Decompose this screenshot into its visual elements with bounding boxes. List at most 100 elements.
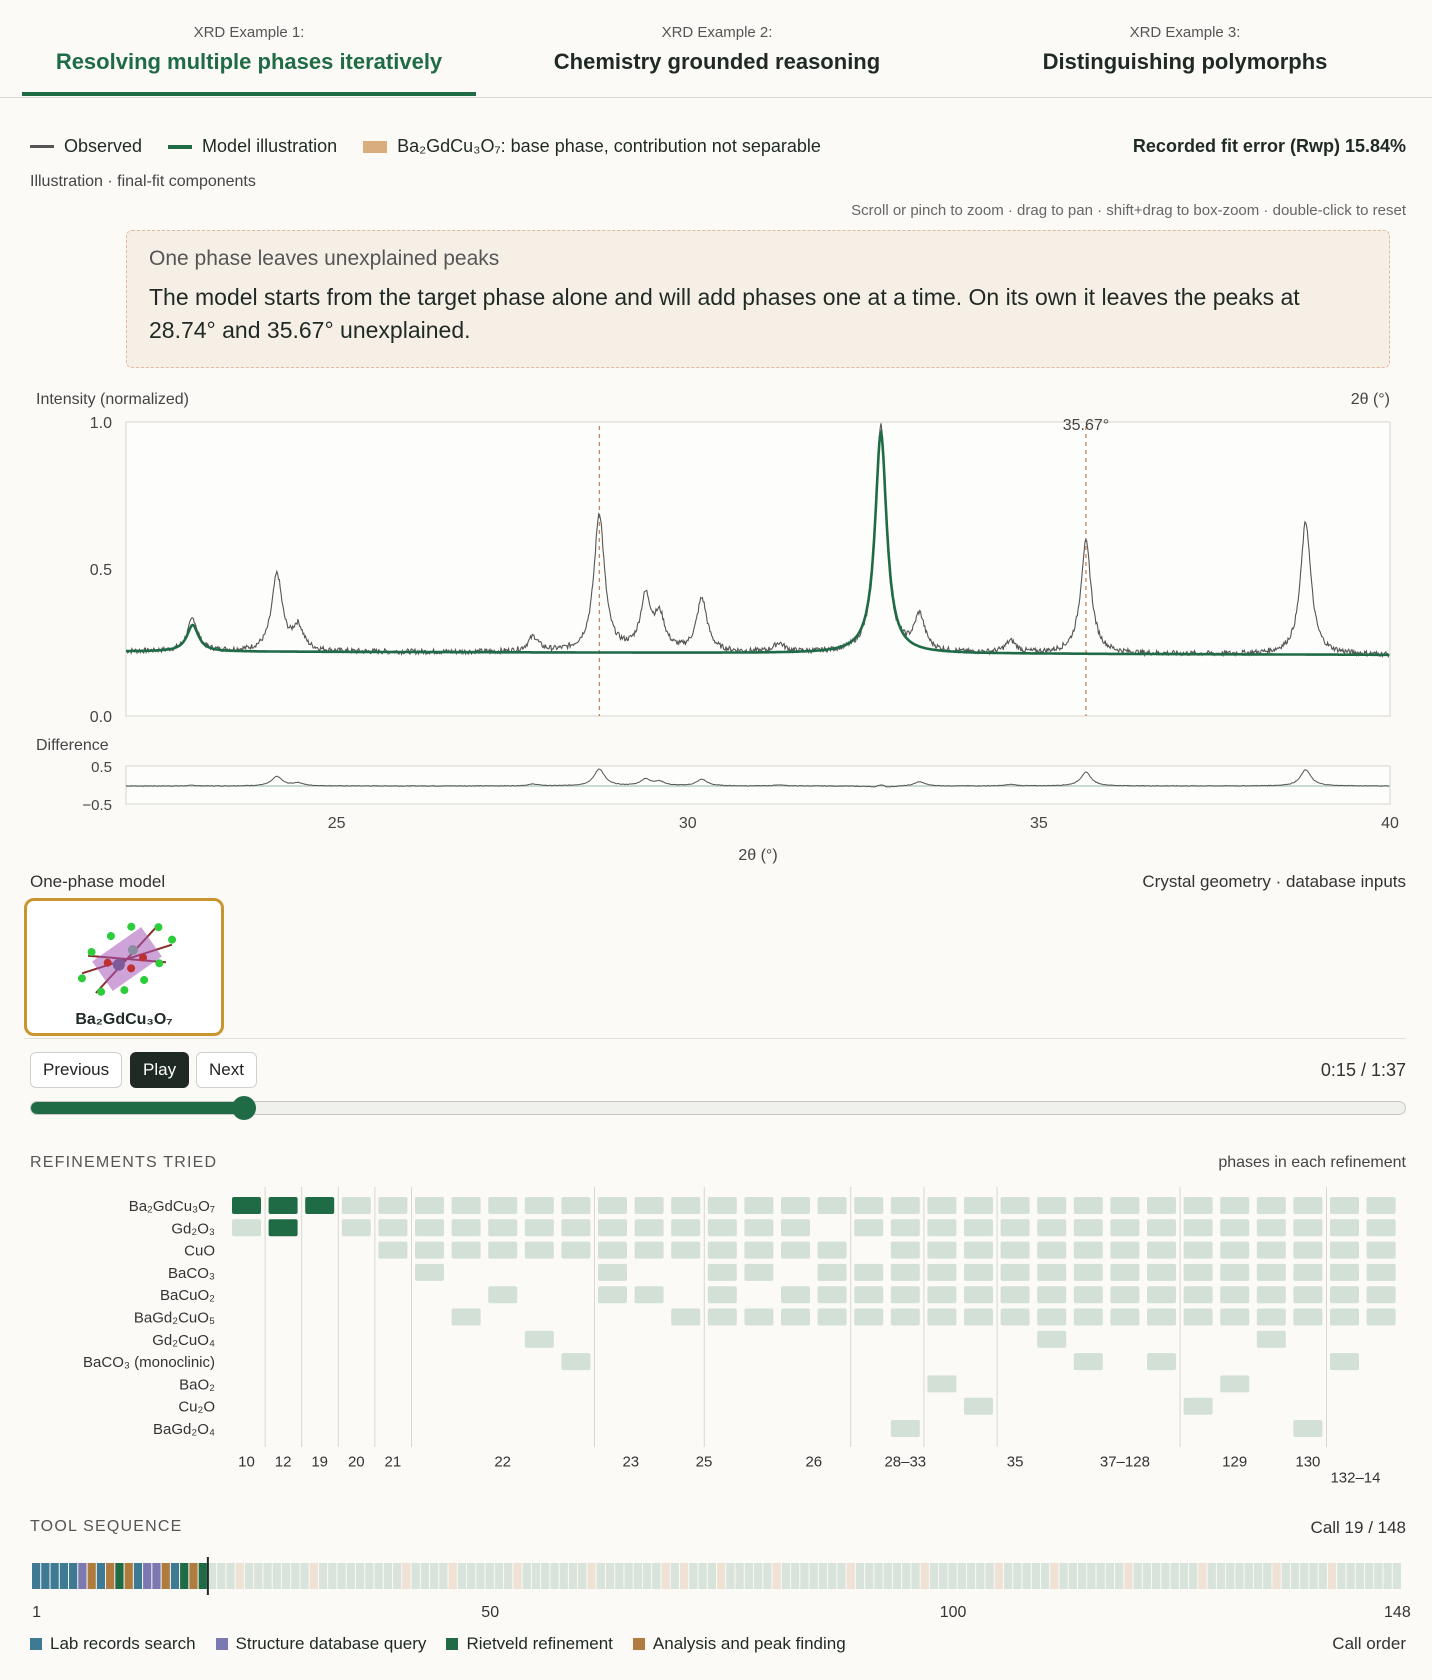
crystal-geometry-label: Crystal geometry · database inputs	[1142, 872, 1406, 891]
tool-call-cell	[1207, 1563, 1216, 1589]
refinement-cell	[1110, 1286, 1140, 1304]
previous-button[interactable]: Previous	[30, 1052, 123, 1088]
refinement-cell	[451, 1308, 481, 1326]
callout-body: The model starts from the target phase a…	[149, 284, 1300, 343]
tool-call-cell	[161, 1563, 170, 1589]
tool-call-cell	[1050, 1563, 1059, 1589]
refinement-cell	[890, 1241, 920, 1259]
refinement-cell	[378, 1197, 408, 1214]
refinement-cell	[1183, 1219, 1213, 1237]
refinement-cell	[854, 1308, 884, 1326]
analysis-swatch	[632, 1638, 645, 1650]
tool-call-cell	[1040, 1563, 1050, 1589]
refinement-group-label: 25	[696, 1453, 713, 1470]
active-refinement-cell	[305, 1197, 335, 1214]
tool-call-cell	[318, 1563, 328, 1589]
x-tick-label: 30	[679, 815, 697, 832]
refinement-cell	[1073, 1286, 1103, 1304]
legend-observed: Observed	[30, 136, 142, 157]
chart-subtitle: Illustration · final-fit components	[30, 173, 256, 190]
refinement-cell	[524, 1219, 554, 1237]
y-axis-label: Intensity (normalized)	[36, 391, 189, 408]
refinement-cell	[488, 1241, 518, 1259]
tool-call-cell	[1179, 1563, 1189, 1589]
tool-call-cell	[300, 1563, 309, 1589]
diff-tick-label: −0.5	[82, 797, 112, 814]
refinement-cell	[1147, 1263, 1176, 1281]
tool-call-cell	[652, 1563, 661, 1589]
refinement-cell	[1330, 1241, 1359, 1259]
tool-call-cell	[272, 1563, 281, 1589]
tool-call-cell	[411, 1563, 420, 1589]
tool-call-cell	[337, 1563, 346, 1589]
play-button[interactable]: Play	[130, 1052, 190, 1088]
phase-row-label: Cu₂O	[178, 1399, 215, 1416]
tool-sequence-strip[interactable]: 1 50 100 148	[0, 1555, 1432, 1645]
rietveld-swatch	[446, 1638, 459, 1650]
tab-sub: XRD Example 3:	[1129, 24, 1241, 41]
tool-call-cell	[328, 1563, 337, 1589]
refinement-cell	[1147, 1241, 1176, 1259]
tool-legend: Lab records search Structure database qu…	[30, 1634, 846, 1654]
tool-call-cell	[170, 1563, 180, 1589]
refinement-cell	[598, 1263, 627, 1281]
tool-call-cell	[1337, 1563, 1346, 1589]
plot-frame	[125, 421, 1391, 717]
tool-call-cell	[1068, 1563, 1078, 1589]
tool-call-cell	[1226, 1563, 1235, 1589]
refinement-group-label: 35	[1007, 1453, 1024, 1470]
tool-call-cell	[355, 1563, 365, 1589]
tab-example-2[interactable]: XRD Example 2: Chemistry grounded reason…	[490, 0, 944, 98]
tool-call-cell	[494, 1563, 504, 1589]
refinement-cell	[1330, 1219, 1359, 1237]
phase-row-label: CuO	[184, 1243, 215, 1260]
next-button[interactable]: Next	[196, 1052, 257, 1088]
refinement-cell	[964, 1397, 993, 1415]
tool-call-cell	[1142, 1563, 1152, 1589]
refinement-group-label: 22	[494, 1453, 511, 1470]
tool-call-cell	[772, 1563, 781, 1589]
tool-call-cell	[605, 1563, 615, 1589]
tool-call-cell	[32, 1563, 41, 1589]
tool-call-cell	[87, 1563, 96, 1589]
tool-call-cell	[226, 1563, 235, 1589]
xrd-chart[interactable]: Intensity (normalized) 2θ (°) 0.0 0.5 1.0 35.…	[0, 380, 1432, 870]
refinement-group-label: 19	[311, 1453, 328, 1470]
tool-call-cell	[1327, 1563, 1337, 1589]
tool-call-cell	[1189, 1563, 1198, 1589]
refinement-group-label: 23	[622, 1453, 639, 1470]
tool-call-cell	[1383, 1563, 1392, 1589]
refinement-cell	[634, 1219, 664, 1237]
refinement-cell	[1183, 1263, 1213, 1281]
tool-call-cell	[96, 1563, 106, 1589]
refinement-cell	[1366, 1263, 1396, 1281]
tab-example-1[interactable]: XRD Example 1: Resolving multiple phases…	[22, 0, 476, 98]
tool-call-cell	[809, 1563, 818, 1589]
tool-call-cell	[198, 1563, 207, 1589]
refinement-cell	[707, 1308, 737, 1326]
tab-example-3[interactable]: XRD Example 3: Distinguishing polymorphs	[958, 0, 1412, 98]
refinement-cell	[598, 1286, 627, 1304]
tool-call-cell	[263, 1563, 272, 1589]
refinement-cell	[1147, 1197, 1176, 1214]
phase-thumbnail[interactable]: Ba₂GdCu₃O₇	[24, 898, 224, 1036]
model-section-label: One-phase model	[30, 872, 166, 891]
timeline-slider[interactable]	[30, 1096, 1406, 1120]
refinement-cell	[744, 1241, 774, 1259]
zoom-hint: Scroll or pinch to zoom · drag to pan · …	[851, 202, 1406, 219]
refinement-cell	[524, 1330, 554, 1348]
refinement-cell	[561, 1197, 591, 1214]
refinement-cell	[964, 1286, 993, 1304]
refinement-cell	[744, 1219, 774, 1237]
slider-knob[interactable]	[232, 1096, 257, 1120]
refinement-cell	[781, 1197, 810, 1214]
refinement-cell	[1256, 1330, 1286, 1348]
refinement-cell	[707, 1286, 737, 1304]
refinement-cell	[744, 1308, 774, 1326]
refinement-cell	[598, 1197, 627, 1214]
tool-call-cell	[1096, 1563, 1105, 1589]
slider-fill	[31, 1102, 245, 1114]
tool-call-cell	[1216, 1563, 1226, 1589]
refinement-cell	[1037, 1197, 1067, 1214]
refinement-cell	[1000, 1286, 1030, 1304]
